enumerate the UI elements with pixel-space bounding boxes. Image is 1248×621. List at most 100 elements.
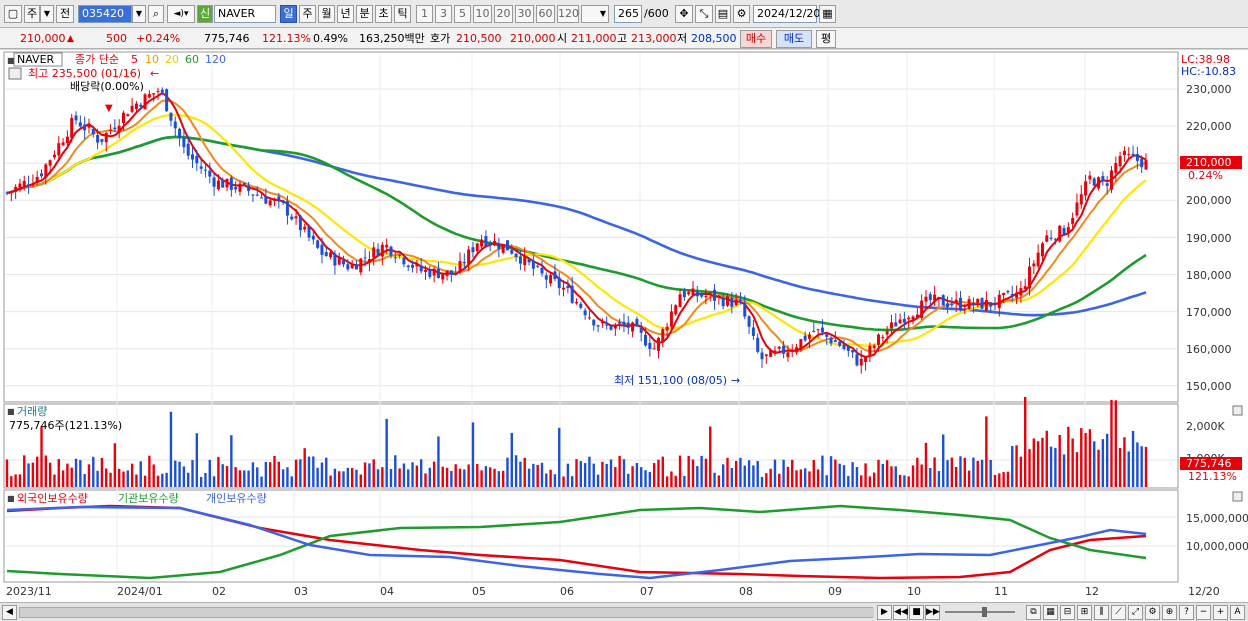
- volume-bar: [48, 462, 52, 487]
- change-amount: 500: [106, 32, 127, 45]
- volume-bar: [747, 460, 751, 487]
- scroll-left-icon[interactable]: ◀: [2, 605, 17, 620]
- stock-chart[interactable]: NAVER ■ 종가 단순 5 10 20 60 120 최고 235,500 …: [0, 50, 1248, 605]
- scroll-right-icon[interactable]: ▶: [877, 605, 892, 620]
- volume-panel-menu-icon[interactable]: ■: [7, 407, 15, 416]
- volume-bar: [583, 463, 587, 487]
- tick-20[interactable]: 20: [494, 5, 513, 23]
- candle-body: [96, 135, 100, 143]
- volume-close-icon[interactable]: [1232, 405, 1243, 416]
- evaluate-button[interactable]: 평: [816, 30, 836, 48]
- volume-bar: [661, 456, 664, 487]
- horizontal-scrollbar[interactable]: [19, 607, 874, 618]
- buy-button[interactable]: 매수: [740, 30, 772, 48]
- font-size-icon[interactable]: A: [1230, 605, 1245, 620]
- volume-bar: [454, 464, 457, 487]
- settings-icon[interactable]: ⚙: [1145, 605, 1160, 620]
- tick-dropdown-icon[interactable]: ▼: [581, 5, 609, 23]
- table-icon[interactable]: [8, 67, 22, 80]
- tick-5[interactable]: 5: [454, 5, 471, 23]
- candle-body: [398, 254, 402, 256]
- stock-name-field[interactable]: NAVER: [214, 5, 276, 23]
- tick-30[interactable]: 30: [515, 5, 534, 23]
- drawing-icon[interactable]: ⤡: [695, 5, 713, 23]
- code-dropdown-icon[interactable]: ▼: [132, 5, 146, 23]
- new-button[interactable]: 신: [197, 5, 213, 23]
- tick-3[interactable]: 3: [435, 5, 452, 23]
- volume-bar: [212, 476, 216, 487]
- grid-icon[interactable]: ⊞: [1077, 605, 1092, 620]
- zoom-slider-handle[interactable]: [982, 607, 987, 617]
- volume-bar: [290, 476, 293, 487]
- holding-panel-menu-icon[interactable]: ■: [7, 494, 15, 503]
- split-icon[interactable]: ⊟: [1060, 605, 1075, 620]
- volume-bar: [247, 470, 250, 487]
- candle-body: [626, 322, 630, 328]
- sound-icon[interactable]: ◄)▾: [167, 5, 195, 23]
- period-tick[interactable]: 틱: [394, 5, 411, 23]
- volume-bar: [510, 432, 513, 487]
- date-input[interactable]: 2024/12/20: [753, 5, 820, 23]
- zoom-in-icon[interactable]: ⊕: [1162, 605, 1177, 620]
- volume-bar: [860, 475, 863, 487]
- calendar-icon[interactable]: ▦: [819, 5, 836, 23]
- count-input[interactable]: 265: [614, 5, 642, 23]
- candle-body: [980, 298, 984, 309]
- rewind-icon[interactable]: ◀◀: [893, 605, 908, 620]
- holding-close-icon[interactable]: [1232, 491, 1243, 502]
- volume-bar: [816, 469, 820, 487]
- candle-body: [208, 170, 212, 177]
- line-tool-icon[interactable]: ⟋: [1111, 605, 1126, 620]
- plus-icon[interactable]: +: [1213, 605, 1228, 620]
- copy-icon[interactable]: ⧉: [1026, 605, 1041, 620]
- period-minute[interactable]: 분: [356, 5, 373, 23]
- window-icon[interactable]: ▢: [4, 5, 22, 23]
- period-year[interactable]: 년: [337, 5, 354, 23]
- tick-120[interactable]: 120: [557, 5, 579, 23]
- crosshair-icon[interactable]: ✥: [675, 5, 693, 23]
- layout-icon[interactable]: ▦: [1043, 605, 1058, 620]
- candle-icon[interactable]: ⫼: [1094, 605, 1109, 620]
- candle-body: [497, 244, 501, 250]
- period-month[interactable]: 월: [318, 5, 335, 23]
- sell-button[interactable]: 매도: [776, 30, 812, 48]
- chevron-down-icon[interactable]: ▼: [40, 5, 54, 23]
- volume-bar: [592, 463, 595, 487]
- stop-icon[interactable]: ■: [909, 605, 924, 620]
- volume-bar: [40, 426, 43, 487]
- save-icon[interactable]: ▤: [715, 5, 731, 23]
- volume-bar: [778, 473, 781, 487]
- chart-area[interactable]: NAVER ■ 종가 단순 5 10 20 60 120 최고 235,500 …: [0, 50, 1248, 605]
- panel-menu-icon[interactable]: ■: [7, 56, 15, 65]
- volume-bar: [881, 463, 885, 487]
- prev-button[interactable]: 전: [56, 5, 74, 23]
- period-week[interactable]: 주: [299, 5, 316, 23]
- ask-price-1: 210,500: [456, 32, 502, 45]
- candle-body: [272, 199, 276, 201]
- period-day[interactable]: 일: [280, 5, 297, 23]
- help-icon[interactable]: ?: [1179, 605, 1194, 620]
- stock-code-input[interactable]: 035420: [78, 5, 132, 23]
- trend-icon[interactable]: ⤢: [1128, 605, 1143, 620]
- minus-icon[interactable]: −: [1196, 605, 1211, 620]
- tick-60[interactable]: 60: [536, 5, 555, 23]
- scrollbar-thumb[interactable]: [20, 608, 874, 617]
- period-second[interactable]: 초: [375, 5, 392, 23]
- price-panel[interactable]: [3, 51, 1179, 403]
- volume-bar: [199, 476, 203, 487]
- volume-bar: [937, 471, 941, 487]
- fast-forward-icon[interactable]: ▶▶: [925, 605, 940, 620]
- volume-bar: [924, 442, 928, 487]
- tick-1[interactable]: 1: [416, 5, 433, 23]
- candle-body: [738, 299, 742, 301]
- search-icon[interactable]: ⌕: [148, 5, 164, 23]
- volume-bar: [338, 471, 341, 487]
- volume-bar: [734, 461, 738, 487]
- gear-icon[interactable]: ⚙: [733, 5, 750, 23]
- zoom-slider[interactable]: [945, 611, 1015, 613]
- volume-bar: [739, 457, 742, 487]
- holding-panel[interactable]: [3, 489, 1179, 583]
- volume-bar: [631, 466, 634, 487]
- type-selector[interactable]: 주: [24, 5, 40, 23]
- tick-10[interactable]: 10: [473, 5, 492, 23]
